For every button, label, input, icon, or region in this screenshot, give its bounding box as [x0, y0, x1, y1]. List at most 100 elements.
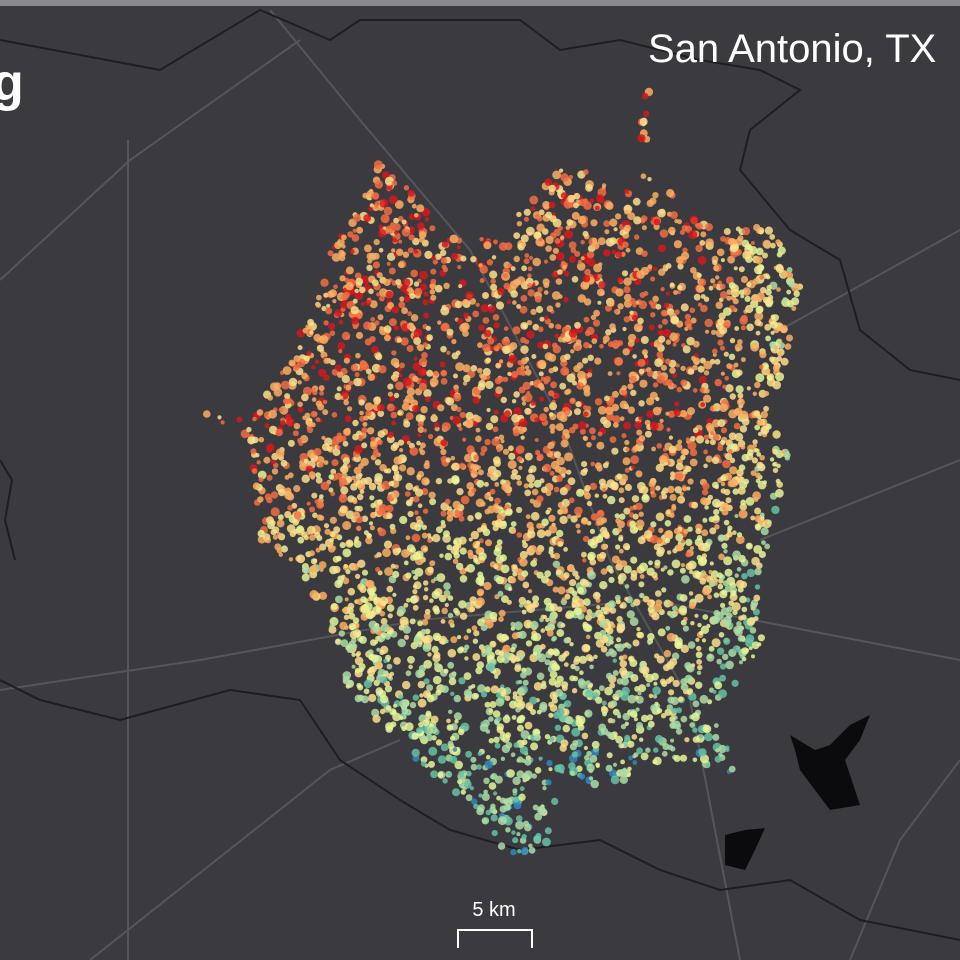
- urban-point: [334, 364, 342, 372]
- road: [89, 739, 401, 960]
- urban-point: [559, 744, 567, 752]
- urban-point: [360, 301, 366, 307]
- urban-point: [638, 400, 645, 407]
- urban-point: [720, 345, 725, 351]
- urban-point: [429, 560, 436, 567]
- urban-point: [786, 272, 794, 279]
- urban-point: [679, 567, 686, 574]
- urban-point: [340, 639, 349, 647]
- urban-point: [784, 343, 792, 350]
- urban-point: [422, 643, 432, 652]
- urban-point: [723, 307, 732, 316]
- urban-point: [713, 265, 720, 272]
- urban-point: [411, 203, 417, 209]
- urban-point: [750, 470, 757, 476]
- urban-point: [404, 491, 411, 497]
- urban-point: [431, 413, 437, 419]
- urban-point: [447, 740, 454, 747]
- urban-point: [354, 444, 364, 454]
- urban-point: [586, 763, 595, 773]
- urban-point: [512, 796, 519, 803]
- urban-point: [541, 575, 549, 584]
- urban-point: [501, 689, 507, 694]
- urban-point: [409, 522, 418, 530]
- urban-point: [490, 283, 498, 291]
- urban-point: [697, 255, 707, 265]
- urban-point: [493, 239, 498, 245]
- urban-point: [650, 704, 659, 713]
- urban-point: [512, 776, 521, 786]
- urban-point: [297, 345, 303, 351]
- urban-point: [675, 533, 684, 542]
- urban-point: [745, 497, 755, 506]
- urban-point: [361, 569, 369, 576]
- urban-point: [325, 307, 333, 315]
- urban-point: [478, 793, 483, 798]
- urban-point: [498, 434, 505, 441]
- urban-point: [508, 452, 516, 460]
- urban-point: [629, 520, 637, 528]
- urban-point: [687, 478, 694, 485]
- urban-point: [303, 458, 309, 464]
- urban-point: [533, 479, 542, 488]
- urban-point: [440, 439, 448, 447]
- urban-point: [601, 700, 607, 706]
- urban-point: [364, 244, 372, 253]
- urban-point: [427, 652, 432, 657]
- urban-point: [526, 600, 531, 605]
- urban-point: [639, 562, 648, 572]
- urban-point: [699, 357, 706, 364]
- urban-point: [419, 693, 424, 698]
- urban-point: [697, 365, 705, 373]
- urban-point: [664, 537, 671, 544]
- urban-point: [689, 569, 694, 575]
- urban-point: [786, 334, 793, 342]
- urban-point: [682, 486, 688, 492]
- urban-point: [315, 302, 322, 308]
- urban-point: [611, 403, 620, 412]
- urban-point: [375, 567, 381, 572]
- urban-point: [432, 675, 442, 685]
- urban-point: [647, 264, 653, 270]
- urban-point: [463, 689, 472, 698]
- urban-point: [703, 394, 712, 403]
- urban-point: [252, 436, 259, 444]
- urban-point: [555, 569, 562, 575]
- urban-point: [628, 755, 633, 761]
- urban-point: [344, 597, 349, 602]
- urban-point: [250, 448, 257, 455]
- urban-point: [368, 252, 377, 261]
- urban-point: [458, 426, 463, 431]
- urban-point: [392, 548, 400, 556]
- urban-point: [411, 570, 416, 574]
- urban-point: [676, 290, 682, 295]
- urban-point: [329, 330, 336, 337]
- urban-point: [437, 771, 444, 778]
- urban-point: [732, 530, 737, 535]
- urban-point: [393, 217, 399, 224]
- urban-point: [502, 272, 509, 279]
- urban-point: [429, 377, 439, 387]
- urban-point: [281, 380, 290, 390]
- urban-point: [739, 425, 748, 433]
- urban-point: [622, 712, 630, 721]
- urban-point: [404, 722, 414, 731]
- urban-point: [363, 214, 372, 223]
- urban-point: [580, 280, 590, 290]
- urban-point: [328, 487, 334, 493]
- urban-point: [502, 345, 511, 355]
- urban-point: [689, 545, 695, 551]
- urban-point: [371, 345, 379, 354]
- urban-point: [464, 419, 474, 429]
- urban-point: [525, 640, 533, 647]
- urban-point: [266, 443, 275, 452]
- urban-point: [674, 640, 683, 649]
- urban-point: [531, 354, 537, 359]
- urban-point: [583, 535, 590, 543]
- urban-point: [432, 259, 438, 265]
- urban-point: [403, 185, 410, 191]
- urban-point: [384, 627, 389, 632]
- urban-point: [668, 445, 677, 454]
- urban-point: [347, 406, 353, 412]
- urban-point: [568, 329, 578, 338]
